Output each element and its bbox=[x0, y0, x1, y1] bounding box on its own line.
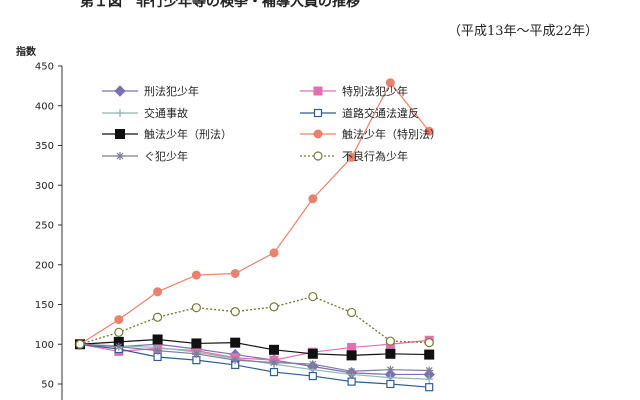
data-point bbox=[191, 270, 201, 280]
legend-marker bbox=[313, 86, 323, 96]
data-point bbox=[269, 344, 279, 355]
legend-marker bbox=[313, 129, 323, 139]
data-point bbox=[152, 334, 163, 345]
legend-label: 道路交通法違反 bbox=[342, 106, 419, 120]
series-7 bbox=[76, 340, 434, 376]
legend-marker bbox=[313, 151, 323, 161]
series-2 bbox=[75, 335, 434, 365]
series-8 bbox=[75, 291, 434, 349]
y-tick-label: 150 bbox=[35, 300, 54, 311]
legend-item: 触法少年（刑法） bbox=[102, 127, 232, 141]
data-point bbox=[114, 327, 124, 337]
data-point bbox=[425, 375, 434, 384]
data-point bbox=[308, 371, 317, 381]
legend-item: 交通事故 bbox=[102, 106, 188, 120]
legend-item: 不良行為少年 bbox=[300, 149, 408, 163]
y-tick-label: 250 bbox=[35, 221, 54, 232]
data-point bbox=[231, 356, 240, 365]
data-point bbox=[114, 315, 124, 325]
legend-item: 刑法犯少年 bbox=[102, 84, 199, 98]
legend-label: 特別法犯少年 bbox=[342, 84, 408, 98]
data-point bbox=[230, 268, 240, 278]
data-point bbox=[425, 383, 434, 392]
y-tick-label: 200 bbox=[35, 260, 54, 271]
data-point bbox=[385, 348, 396, 359]
data-point bbox=[153, 312, 163, 322]
y-tick-label: 450 bbox=[35, 62, 54, 73]
data-point bbox=[269, 302, 279, 312]
series-6 bbox=[75, 78, 434, 349]
series-line bbox=[79, 343, 430, 388]
legend-item: ぐ犯少年 bbox=[102, 149, 188, 163]
series-line bbox=[79, 343, 430, 376]
data-point bbox=[307, 348, 318, 359]
data-point bbox=[346, 350, 357, 361]
data-point bbox=[425, 366, 434, 375]
series-line bbox=[79, 343, 430, 372]
y-tick-label: 100 bbox=[35, 340, 54, 351]
data-point bbox=[114, 342, 123, 351]
data-point bbox=[269, 367, 279, 377]
data-point bbox=[191, 338, 202, 349]
data-point bbox=[153, 346, 162, 355]
data-point bbox=[75, 339, 85, 349]
y-tick-label: 350 bbox=[35, 141, 54, 152]
data-point bbox=[347, 367, 356, 376]
legend-label: 不良行為少年 bbox=[342, 149, 408, 163]
data-point bbox=[230, 337, 241, 348]
data-point bbox=[270, 358, 278, 367]
series-line bbox=[79, 338, 430, 356]
series-line bbox=[79, 295, 430, 345]
data-point bbox=[424, 126, 434, 136]
data-point bbox=[424, 338, 434, 348]
legend-item: 特別法犯少年 bbox=[300, 84, 408, 98]
chart-title: 第１図 非行少年等の検挙・補導人員の推移 bbox=[80, 0, 360, 10]
series-5 bbox=[75, 334, 435, 361]
chart-subtitle: （平成13年～平成22年） bbox=[448, 24, 599, 39]
data-point bbox=[192, 349, 201, 358]
y-tick-label: 400 bbox=[35, 101, 54, 112]
data-point bbox=[191, 303, 201, 313]
data-point bbox=[347, 307, 357, 318]
legend-label: 触法少年（刑法） bbox=[144, 127, 232, 141]
legend-marker bbox=[115, 129, 125, 139]
data-point bbox=[347, 377, 356, 386]
data-point bbox=[347, 342, 357, 352]
legend-label: 交通事故 bbox=[144, 106, 188, 120]
legend-label: ぐ犯少年 bbox=[144, 149, 188, 163]
data-point bbox=[385, 78, 395, 88]
data-point bbox=[308, 291, 318, 302]
y-tick-label: 50 bbox=[41, 380, 54, 391]
legend-marker bbox=[116, 152, 124, 160]
legend-label: 触法少年（特別法） bbox=[342, 127, 441, 141]
legend-marker bbox=[313, 108, 323, 118]
legend-item: 触法少年（特別法） bbox=[300, 127, 441, 141]
data-point bbox=[347, 152, 357, 162]
data-point bbox=[308, 360, 317, 369]
data-point bbox=[386, 365, 395, 374]
data-point bbox=[385, 336, 395, 346]
legend-marker bbox=[116, 109, 124, 117]
y-tick-label: 300 bbox=[35, 181, 54, 192]
legend-item: 道路交通法違反 bbox=[300, 106, 419, 120]
y-axis-label: 指数 bbox=[16, 47, 36, 58]
data-point bbox=[153, 287, 163, 297]
series-line bbox=[79, 81, 430, 345]
series-line bbox=[79, 339, 430, 361]
data-point bbox=[269, 248, 279, 258]
legend-label: 刑法犯少年 bbox=[144, 84, 199, 98]
data-point bbox=[386, 379, 395, 389]
data-point bbox=[424, 349, 435, 360]
data-point bbox=[230, 307, 240, 317]
legend-marker bbox=[114, 85, 126, 97]
data-point bbox=[308, 194, 318, 204]
